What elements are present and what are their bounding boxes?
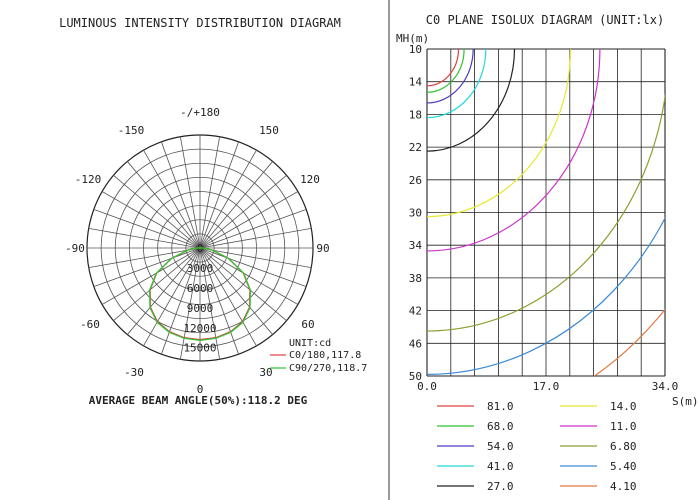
angle-label-neg60: -60 <box>80 318 100 331</box>
legend-value: 81.0 <box>487 400 514 413</box>
y-tick-label: 30 <box>409 207 422 220</box>
y-axis-label: MH(m) <box>396 32 429 45</box>
x-tick-label: 0.0 <box>417 380 437 393</box>
angle-label-neg150: -150 <box>118 124 145 137</box>
isolux-legend: 81.0 68.0 54.0 41.0 27.0 14.0 11.0 6.80 5.40 4.10 <box>437 400 637 493</box>
y-tick-label: 18 <box>409 108 422 121</box>
legend-value: 41.0 <box>487 460 514 473</box>
unit-label: UNIT:cd <box>289 338 331 349</box>
isolux-contour <box>593 308 665 376</box>
isolux-ticks: 10 14 18 22 26 30 34 38 42 46 500.0 17.0 34.0 <box>409 43 679 393</box>
polar-curve-c90 <box>148 247 252 342</box>
angle-label-neg30: -30 <box>124 366 144 379</box>
y-tick-label: 34 <box>409 239 423 252</box>
y-tick-label: 26 <box>409 174 422 187</box>
angle-label-90: 90 <box>316 242 329 255</box>
legend-value: 27.0 <box>487 480 514 493</box>
angle-label-60: 60 <box>301 318 314 331</box>
isolux-contour <box>427 49 487 119</box>
isolux-title: C0 PLANE ISOLUX DIAGRAM (UNIT:lx) <box>426 13 664 27</box>
y-tick-label: 42 <box>409 305 422 318</box>
y-tick-label: 14 <box>409 76 423 89</box>
y-tick-label: 50 <box>409 370 422 383</box>
x-tick-label: 17.0 <box>533 380 560 393</box>
angle-label-150: 150 <box>259 124 279 137</box>
legend-value: 14.0 <box>610 400 637 413</box>
radial-tick-label: 12000 <box>183 322 216 335</box>
isolux-curves <box>427 49 665 376</box>
radial-tick-label: 15000 <box>183 342 216 355</box>
x-axis-label: S(m) <box>672 395 699 408</box>
legend-value: 6.80 <box>610 440 637 453</box>
polar-title: LUMINOUS INTENSITY DISTRIBUTION DIAGRAM <box>59 16 341 30</box>
legend-c90-label: C90/270,118.7 <box>289 363 367 374</box>
legend-c0-label: C0/180,117.8 <box>289 350 361 361</box>
isolux-grid <box>426 48 666 377</box>
legend-value: 5.40 <box>610 460 637 473</box>
legend-value: 4.10 <box>610 480 637 493</box>
angle-label-30: 30 <box>259 366 272 379</box>
y-tick-label: 38 <box>409 272 422 285</box>
x-tick-label: 34.0 <box>652 380 679 393</box>
angle-label-neg120: -120 <box>75 173 102 186</box>
radial-tick-label: 3000 <box>187 262 214 275</box>
angle-label-0: 0 <box>197 383 204 396</box>
y-tick-label: 22 <box>409 141 422 154</box>
angle-label-neg90: -90 <box>65 242 85 255</box>
legend-value: 68.0 <box>487 420 514 433</box>
legend-value: 54.0 <box>487 440 514 453</box>
polar-series <box>148 247 252 342</box>
radial-tick-label: 6000 <box>187 282 214 295</box>
angle-label-180: -/+180 <box>180 106 220 119</box>
beam-angle-footer: AVERAGE BEAM ANGLE(50%):118.2 DEG <box>89 394 308 407</box>
y-tick-label: 46 <box>409 337 422 350</box>
legend-value: 11.0 <box>610 420 637 433</box>
y-tick-label: 10 <box>409 43 422 56</box>
angle-label-120: 120 <box>300 173 320 186</box>
contour-group <box>427 49 665 376</box>
radial-tick-label: 9000 <box>187 302 214 315</box>
